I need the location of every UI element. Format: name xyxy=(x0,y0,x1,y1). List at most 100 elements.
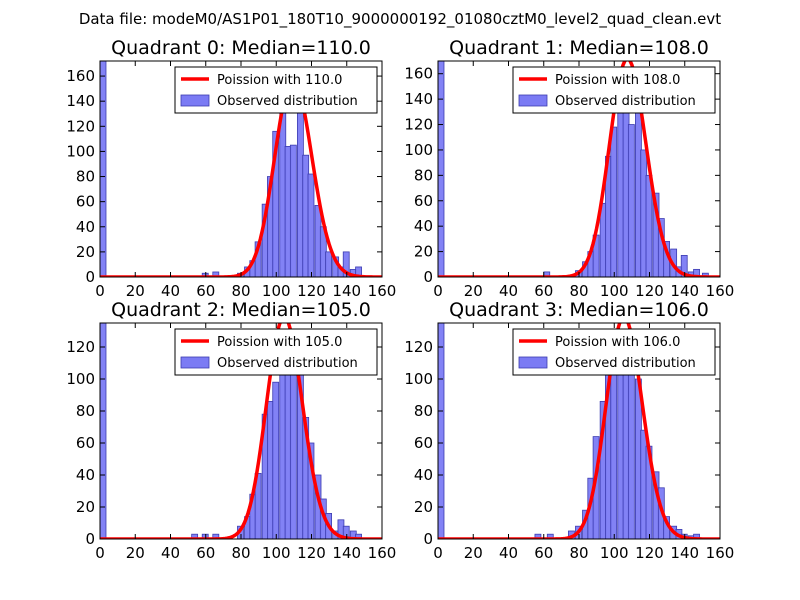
quadrant-0-y-tick-label: 140 xyxy=(66,92,95,110)
quadrant-2-x-tick-label: 0 xyxy=(95,544,105,562)
quadrant-0-histogram-bar xyxy=(342,251,350,277)
quadrant-3-y-tick-label: 120 xyxy=(404,338,433,356)
quadrant-3-x-tick-label: 40 xyxy=(499,544,518,562)
quadrant-1-x-tick-label: 100 xyxy=(600,282,629,300)
quadrant-2-histogram-bar xyxy=(355,533,362,539)
quadrant-3-legend-line-label: Poission with 106.0 xyxy=(555,335,680,350)
quadrant-2-y-tick-label: 20 xyxy=(76,498,95,516)
quadrant-2-y-tick-label: 80 xyxy=(76,402,95,420)
quadrant-3-legend-hist-label: Observed distribution xyxy=(555,356,696,371)
quadrant-0-x-tick-label: 40 xyxy=(161,282,180,300)
quadrant-1-x-tick-label: 40 xyxy=(499,282,518,300)
quadrant-1-histogram-bar xyxy=(438,61,445,277)
quadrant-3-y-tick-label: 100 xyxy=(404,370,433,388)
quadrant-2-x-tick-label: 60 xyxy=(196,544,215,562)
quadrant-1-x-tick-label: 120 xyxy=(635,282,664,300)
quadrant-2-legend-line-label: Poission with 105.0 xyxy=(217,335,342,350)
quadrant-2-x-tick-label: 120 xyxy=(297,544,326,562)
quadrant-2-histogram-bar xyxy=(191,533,199,539)
quadrant-1-x-tick-label: 160 xyxy=(706,282,735,300)
quadrant-2-y-tick-label: 0 xyxy=(85,530,95,548)
quadrant-3-y-tick-label: 20 xyxy=(414,498,433,516)
quadrant-2-y-tick-label: 120 xyxy=(66,338,95,356)
quadrant-1-x-tick-label: 20 xyxy=(464,282,483,300)
quadrant-2-x-tick-label: 40 xyxy=(161,544,180,562)
quadrant-0-y-tick-label: 100 xyxy=(66,142,95,160)
quadrant-2-y-tick-label: 100 xyxy=(66,370,95,388)
quadrant-3-y-tick-label: 40 xyxy=(414,466,433,484)
quadrant-0-y-tick-label: 20 xyxy=(76,243,95,261)
quadrant-1-y-tick-label: 20 xyxy=(414,243,433,261)
quadrant-1-x-tick-label: 0 xyxy=(433,282,443,300)
quadrant-1-y-tick-label: 60 xyxy=(414,192,433,210)
quadrant-2-x-tick-label: 80 xyxy=(231,544,250,562)
quadrant-3-x-tick-label: 140 xyxy=(670,544,699,562)
quadrant-1-y-tick-label: 80 xyxy=(414,166,433,184)
quadrant-3-title: Quadrant 3: Median=106.0 xyxy=(449,299,709,321)
quadrant-2-histogram-bar xyxy=(201,533,209,539)
quadrant-1-y-tick-label: 0 xyxy=(423,268,433,286)
quadrant-1-y-tick-label: 40 xyxy=(414,217,433,235)
quadrant-2-histogram-bar xyxy=(272,381,280,539)
quadrant-0-y-tick-label: 0 xyxy=(85,268,95,286)
quadrant-0-legend-hist-swatch xyxy=(180,94,210,107)
quadrant-0-x-tick-label: 160 xyxy=(368,282,397,300)
quadrant-1-x-tick-label: 140 xyxy=(670,282,699,300)
quadrant-0-y-tick-label: 40 xyxy=(76,218,95,236)
quadrant-1-y-tick-label: 120 xyxy=(404,116,433,134)
quadrant-0-histogram-bar xyxy=(289,144,297,277)
quadrant-0-x-tick-label: 20 xyxy=(126,282,145,300)
quadrant-2-histogram-bar xyxy=(307,442,315,539)
quadrant-0-x-tick-label: 80 xyxy=(231,282,250,300)
quadrant-0-legend-hist-label: Observed distribution xyxy=(217,94,358,109)
quadrant-3-y-tick-label: 80 xyxy=(414,402,433,420)
quadrant-3-legend: Poission with 106.0 Observed distribution xyxy=(512,328,716,376)
quadrant-0-y-tick-label: 80 xyxy=(76,168,95,186)
quadrant-0-histogram-bar xyxy=(307,173,315,277)
quadrant-2-x-tick-label: 20 xyxy=(126,544,145,562)
quadrant-2-panel: Quadrant 2: Median=105.0 0 20 40 60 80 100 120 1… xyxy=(66,299,396,562)
quadrant-3-histogram-bar xyxy=(693,533,700,539)
quadrant-3-histogram-bar xyxy=(627,349,635,539)
quadrant-0-title: Quadrant 0: Median=110.0 xyxy=(111,37,371,59)
quadrant-3-plot-area xyxy=(438,323,720,539)
quadrant-3-y-tick-label: 60 xyxy=(414,434,433,452)
quadrant-0-y-tick-label: 60 xyxy=(76,193,95,211)
quadrant-3-x-tick-label: 0 xyxy=(433,544,443,562)
quadrant-0-histogram-bar xyxy=(272,130,280,277)
quadrant-1-x-tick-label: 60 xyxy=(534,282,553,300)
quadrant-0-legend: Poission with 110.0 Observed distribution xyxy=(174,66,378,114)
quadrant-1-legend-line-label: Poission with 108.0 xyxy=(555,73,680,88)
quadrant-3-x-tick-label: 60 xyxy=(534,544,553,562)
quadrant-2-legend: Poission with 105.0 Observed distribution xyxy=(174,328,378,376)
quadrant-0-x-tick-label: 60 xyxy=(196,282,215,300)
quadrant-2-legend-hist-swatch xyxy=(180,356,210,369)
quadrant-3-histogram-bar xyxy=(438,323,445,539)
quadrant-0-histogram-bar xyxy=(212,271,220,277)
quadrant-3-x-tick-label: 20 xyxy=(464,544,483,562)
quadrant-0-histogram-bar xyxy=(355,266,362,277)
quadrant-2-poisson-curve xyxy=(100,323,382,539)
quadrant-1-legend: Poission with 108.0 Observed distribution xyxy=(512,66,716,114)
quadrant-3-histogram-bar xyxy=(546,533,554,539)
quadrant-2-legend-hist-label: Observed distribution xyxy=(217,356,358,371)
quadrant-0-y-tick-label: 160 xyxy=(66,67,95,85)
quadrant-2-x-tick-label: 140 xyxy=(332,544,361,562)
quadrant-1-histogram-bar xyxy=(610,126,618,277)
quadrant-3-x-tick-label: 160 xyxy=(706,544,735,562)
quadrant-3-histogram-bar xyxy=(534,533,542,539)
quadrant-3-x-tick-label: 120 xyxy=(635,544,664,562)
quadrant-3-x-tick-label: 100 xyxy=(600,544,629,562)
figure-suptitle: Data file: modeM0/AS1P01_180T10_90000001… xyxy=(79,10,721,29)
quadrant-3-y-tick-label: 0 xyxy=(423,530,433,548)
quadrant-3-panel: Quadrant 3: Median=106.0 0 20 40 60 80 100 120 1… xyxy=(404,299,734,562)
quadrant-3-legend-hist-swatch xyxy=(518,356,548,369)
quadrant-0-y-tick-label: 120 xyxy=(66,117,95,135)
quadrant-2-x-tick-label: 100 xyxy=(262,544,291,562)
quadrant-3-poisson-curve xyxy=(438,323,720,539)
quadrant-1-y-tick-label: 140 xyxy=(404,90,433,108)
quadrant-0-legend-line-label: Poission with 110.0 xyxy=(217,73,342,88)
quadrant-2-y-tick-label: 60 xyxy=(76,434,95,452)
quadrant-0-histogram-bar xyxy=(325,251,332,277)
quadrant-2-title: Quadrant 2: Median=105.0 xyxy=(111,299,371,321)
